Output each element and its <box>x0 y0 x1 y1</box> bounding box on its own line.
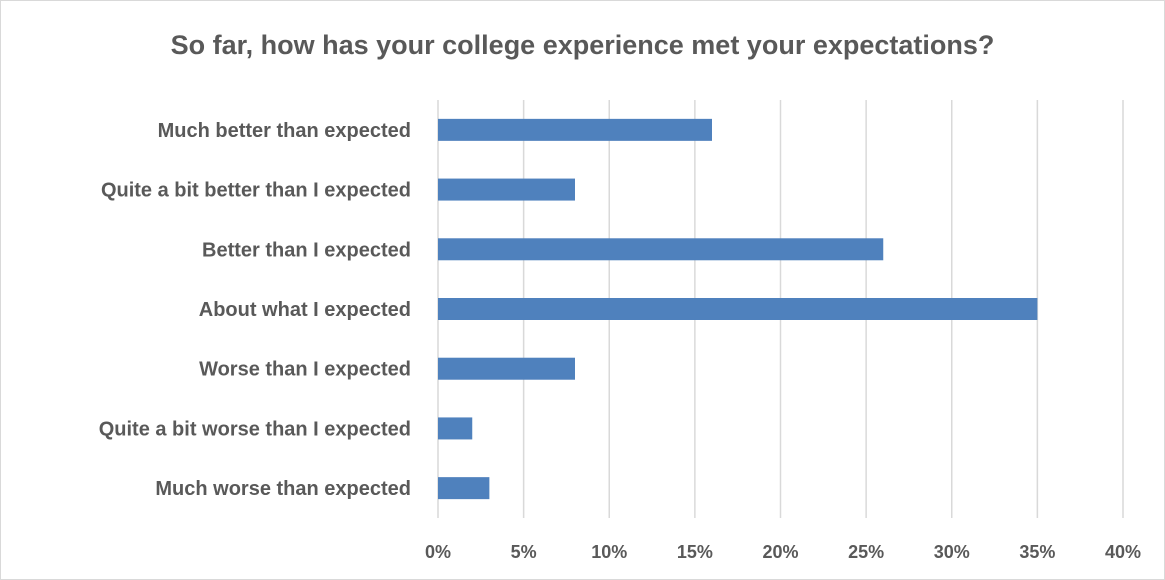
x-tick-label: 35% <box>1019 542 1055 562</box>
x-tick-labels: 0% 5% 10% 15% 20% 25% 30% 35% 40% <box>425 542 1141 562</box>
bar <box>438 178 575 201</box>
category-label: About what I expected <box>199 299 411 321</box>
category-labels: Much better than expected Quite a bit bet… <box>99 120 411 500</box>
chart-title: So far, how has your college experience … <box>170 30 995 60</box>
category-label: Much worse than expected <box>155 478 411 500</box>
x-tick-label: 25% <box>848 542 884 562</box>
x-tick-label: 5% <box>511 542 537 562</box>
bar <box>438 477 490 500</box>
x-tick-label: 15% <box>677 542 713 562</box>
category-label: Quite a bit worse than I expected <box>99 418 411 440</box>
bar <box>438 118 712 141</box>
x-tick-label: 10% <box>591 542 627 562</box>
x-tick-label: 30% <box>934 542 970 562</box>
bar <box>438 238 884 261</box>
bar <box>438 298 1038 320</box>
x-tick-label: 0% <box>425 542 451 562</box>
bar <box>438 357 575 380</box>
bar <box>438 417 473 440</box>
category-label: Worse than I expected <box>199 359 411 381</box>
x-tick-label: 20% <box>762 542 798 562</box>
category-label: Better than I expected <box>202 239 411 261</box>
bars <box>438 118 1038 500</box>
x-tick-label: 40% <box>1105 542 1141 562</box>
category-label: Quite a bit better than I expected <box>101 180 411 202</box>
category-label: Much better than expected <box>158 120 411 142</box>
